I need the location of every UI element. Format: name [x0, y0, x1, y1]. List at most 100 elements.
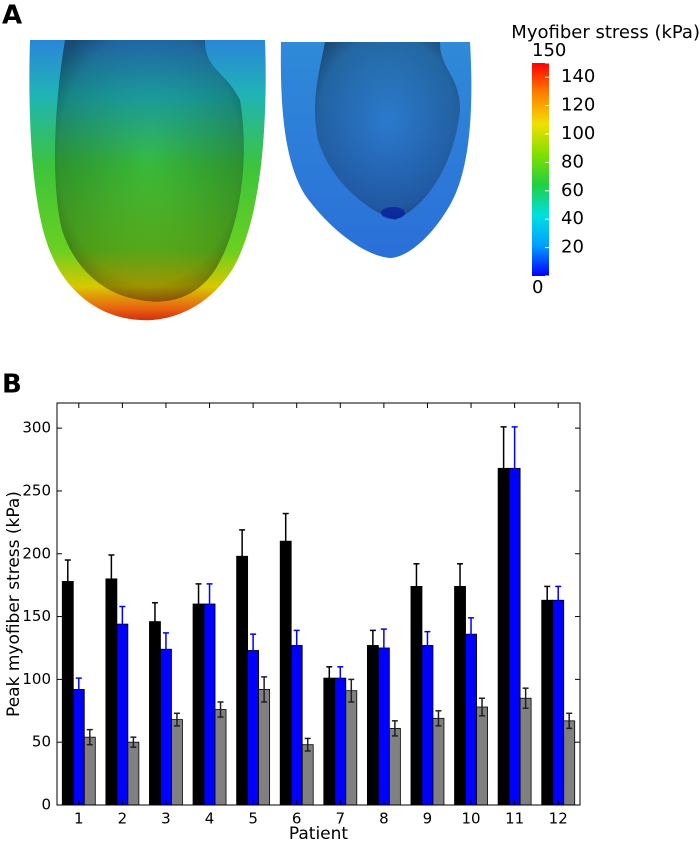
x-tick-label: 8: [379, 810, 389, 828]
bar: [497, 467, 510, 806]
bar: [171, 719, 183, 806]
error-bar: [500, 426, 507, 511]
error-bar: [293, 629, 300, 662]
bar: [116, 623, 129, 806]
error-bar: [479, 697, 486, 717]
bar: [465, 633, 477, 806]
bar: [377, 647, 390, 806]
error-bar: [522, 687, 529, 710]
error-bar: [195, 583, 202, 625]
plot-frame: [56, 402, 581, 806]
y-tick-label: 200: [22, 544, 51, 562]
bar: [541, 599, 554, 806]
y-tick-label: 50: [32, 733, 51, 751]
bar: [83, 736, 96, 806]
x-tick-label: 9: [423, 810, 433, 828]
x-tick-label: 7: [336, 810, 346, 828]
colorbar-tick-label: 0: [532, 277, 543, 298]
bar: [388, 727, 401, 806]
bar: [323, 677, 336, 806]
bar: [127, 741, 140, 806]
error-bar: [424, 630, 431, 661]
error-bar: [337, 666, 344, 691]
error-bar: [86, 728, 93, 746]
bar: [149, 621, 161, 806]
error-bar: [162, 632, 169, 667]
bar: [247, 650, 260, 806]
error-bar: [511, 426, 518, 511]
bar: [410, 586, 423, 806]
bar: [476, 706, 488, 806]
bar: [552, 599, 565, 806]
error-bar: [217, 701, 224, 718]
error-bar: [413, 563, 420, 610]
error-bar: [130, 736, 137, 748]
error-bar: [326, 666, 333, 691]
y-tick-label: 250: [22, 481, 51, 499]
error-bar: [468, 617, 475, 652]
colorbar-tick-label: 80: [561, 151, 584, 172]
colorbar-tick-label: 120: [561, 95, 595, 116]
x-tick-label: 12: [549, 810, 568, 828]
colorbar-title: Myofiber stress (kPa): [511, 22, 700, 43]
colorbar-tick-label: 150: [532, 40, 566, 61]
bar: [61, 580, 74, 806]
bar: [519, 697, 532, 806]
colorbar-tick-label: 20: [561, 237, 584, 258]
colorbar: [532, 63, 549, 276]
x-tick-label: 3: [161, 810, 171, 828]
bar: [290, 645, 303, 806]
error-bar: [348, 678, 355, 703]
error-bar: [119, 605, 126, 643]
error-bar: [261, 676, 268, 703]
bar: [508, 467, 521, 806]
error-bar: [151, 601, 158, 642]
heart-right: [280, 42, 472, 258]
error-bar: [544, 585, 551, 615]
x-tick-label: 1: [74, 810, 84, 828]
bar: [258, 689, 271, 806]
bar: [563, 720, 576, 806]
bar: [214, 709, 227, 806]
heart-left: [29, 40, 266, 321]
y-axis-label: Peak myofiber stress (kPa): [4, 491, 24, 717]
colorbar-tick-label: 60: [561, 180, 584, 201]
error-bar: [64, 559, 71, 604]
x-tick-label: 10: [461, 810, 480, 828]
bar: [301, 744, 314, 806]
bar: [421, 645, 434, 806]
x-tick-label: 6: [292, 810, 302, 828]
error-bar: [369, 629, 376, 662]
error-bar: [304, 737, 311, 752]
error-bar: [250, 633, 257, 668]
bar: [345, 690, 358, 806]
x-tick-label: 2: [118, 810, 128, 828]
error-bar: [282, 512, 289, 570]
error-bar: [75, 677, 82, 702]
error-bar: [555, 585, 562, 615]
bar: [236, 555, 249, 806]
y-tick-label: 100: [22, 670, 51, 688]
bar: [366, 645, 379, 806]
bar: [72, 689, 85, 806]
y-tick-label: 300: [22, 419, 51, 437]
bar: [192, 603, 205, 806]
error-bar: [566, 712, 573, 730]
colorbar-tick-label: 140: [561, 66, 595, 87]
x-axis-label: Patient: [289, 824, 349, 844]
x-tick-label: 4: [205, 810, 215, 828]
panel-label: A: [2, 1, 22, 31]
colorbar-tick-label: 40: [561, 208, 584, 229]
error-bar: [206, 583, 213, 625]
x-tick-label: 11: [505, 810, 524, 828]
y-tick-label: 0: [41, 796, 51, 814]
bar: [432, 717, 445, 806]
bar: [160, 648, 172, 806]
bar: [454, 586, 466, 806]
bar: [279, 540, 292, 806]
bar: [334, 677, 347, 806]
error-bar: [239, 529, 246, 584]
error-bar: [108, 554, 115, 604]
panel-label: B: [2, 370, 22, 400]
